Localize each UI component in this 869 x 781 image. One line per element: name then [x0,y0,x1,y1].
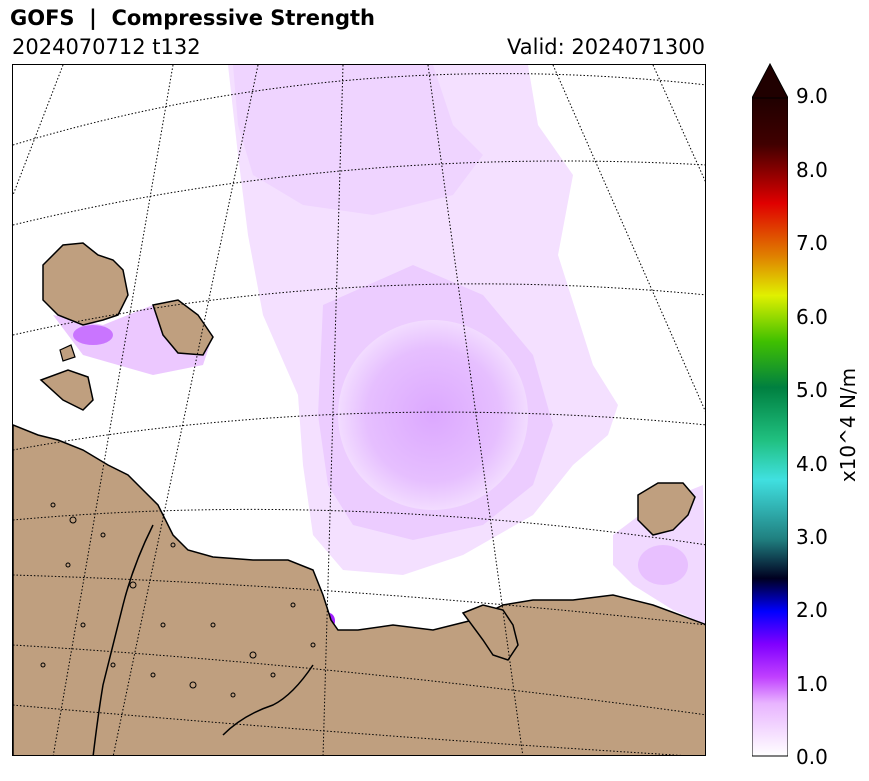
peninsula-east [461,604,519,661]
sea-ice-upper-lobe [233,65,483,215]
colorbar-extend-arrow [751,62,789,99]
map-panel[interactable] [12,64,706,756]
colorbar-tick: 4.0 [796,452,828,476]
sea-ice-east-core [638,545,688,585]
colorbar-tick: 3.0 [796,525,828,549]
islands-northwest [42,242,129,326]
mainland-lakes [40,502,316,698]
colorbar-fill [751,97,789,757]
colorbar-tick: 5.0 [796,378,828,402]
river [92,524,154,755]
colorbar-tick: 8.0 [796,158,828,182]
run-label: 2024070712 t132 [12,35,201,59]
colorbar-tick: 1.0 [796,672,828,696]
colorbar-tick: 6.0 [796,305,828,329]
colorbar-tick: 7.0 [796,231,828,255]
colorbar-label: x10^4 N/m [836,367,860,483]
colorbar-tick: 9.0 [796,84,828,108]
valid-time-label: Valid: 2024071300 [507,35,705,59]
map-canvas [13,65,705,755]
ice-hotspot-west [73,325,113,345]
graticule [13,65,705,755]
colorbar-tick: 0.0 [796,745,828,769]
sea-ice-core [338,320,528,510]
island-northwest-2 [152,299,214,356]
colorbar-tick: 2.0 [796,598,828,622]
river-2 [222,664,314,736]
colorbar [751,60,789,760]
figure-title: GOFS | Compressive Strength [10,6,375,30]
island-west-small [39,369,94,411]
island-west-tiny [59,344,76,362]
colorbar-graphic [751,62,789,757]
island-east [637,482,696,536]
